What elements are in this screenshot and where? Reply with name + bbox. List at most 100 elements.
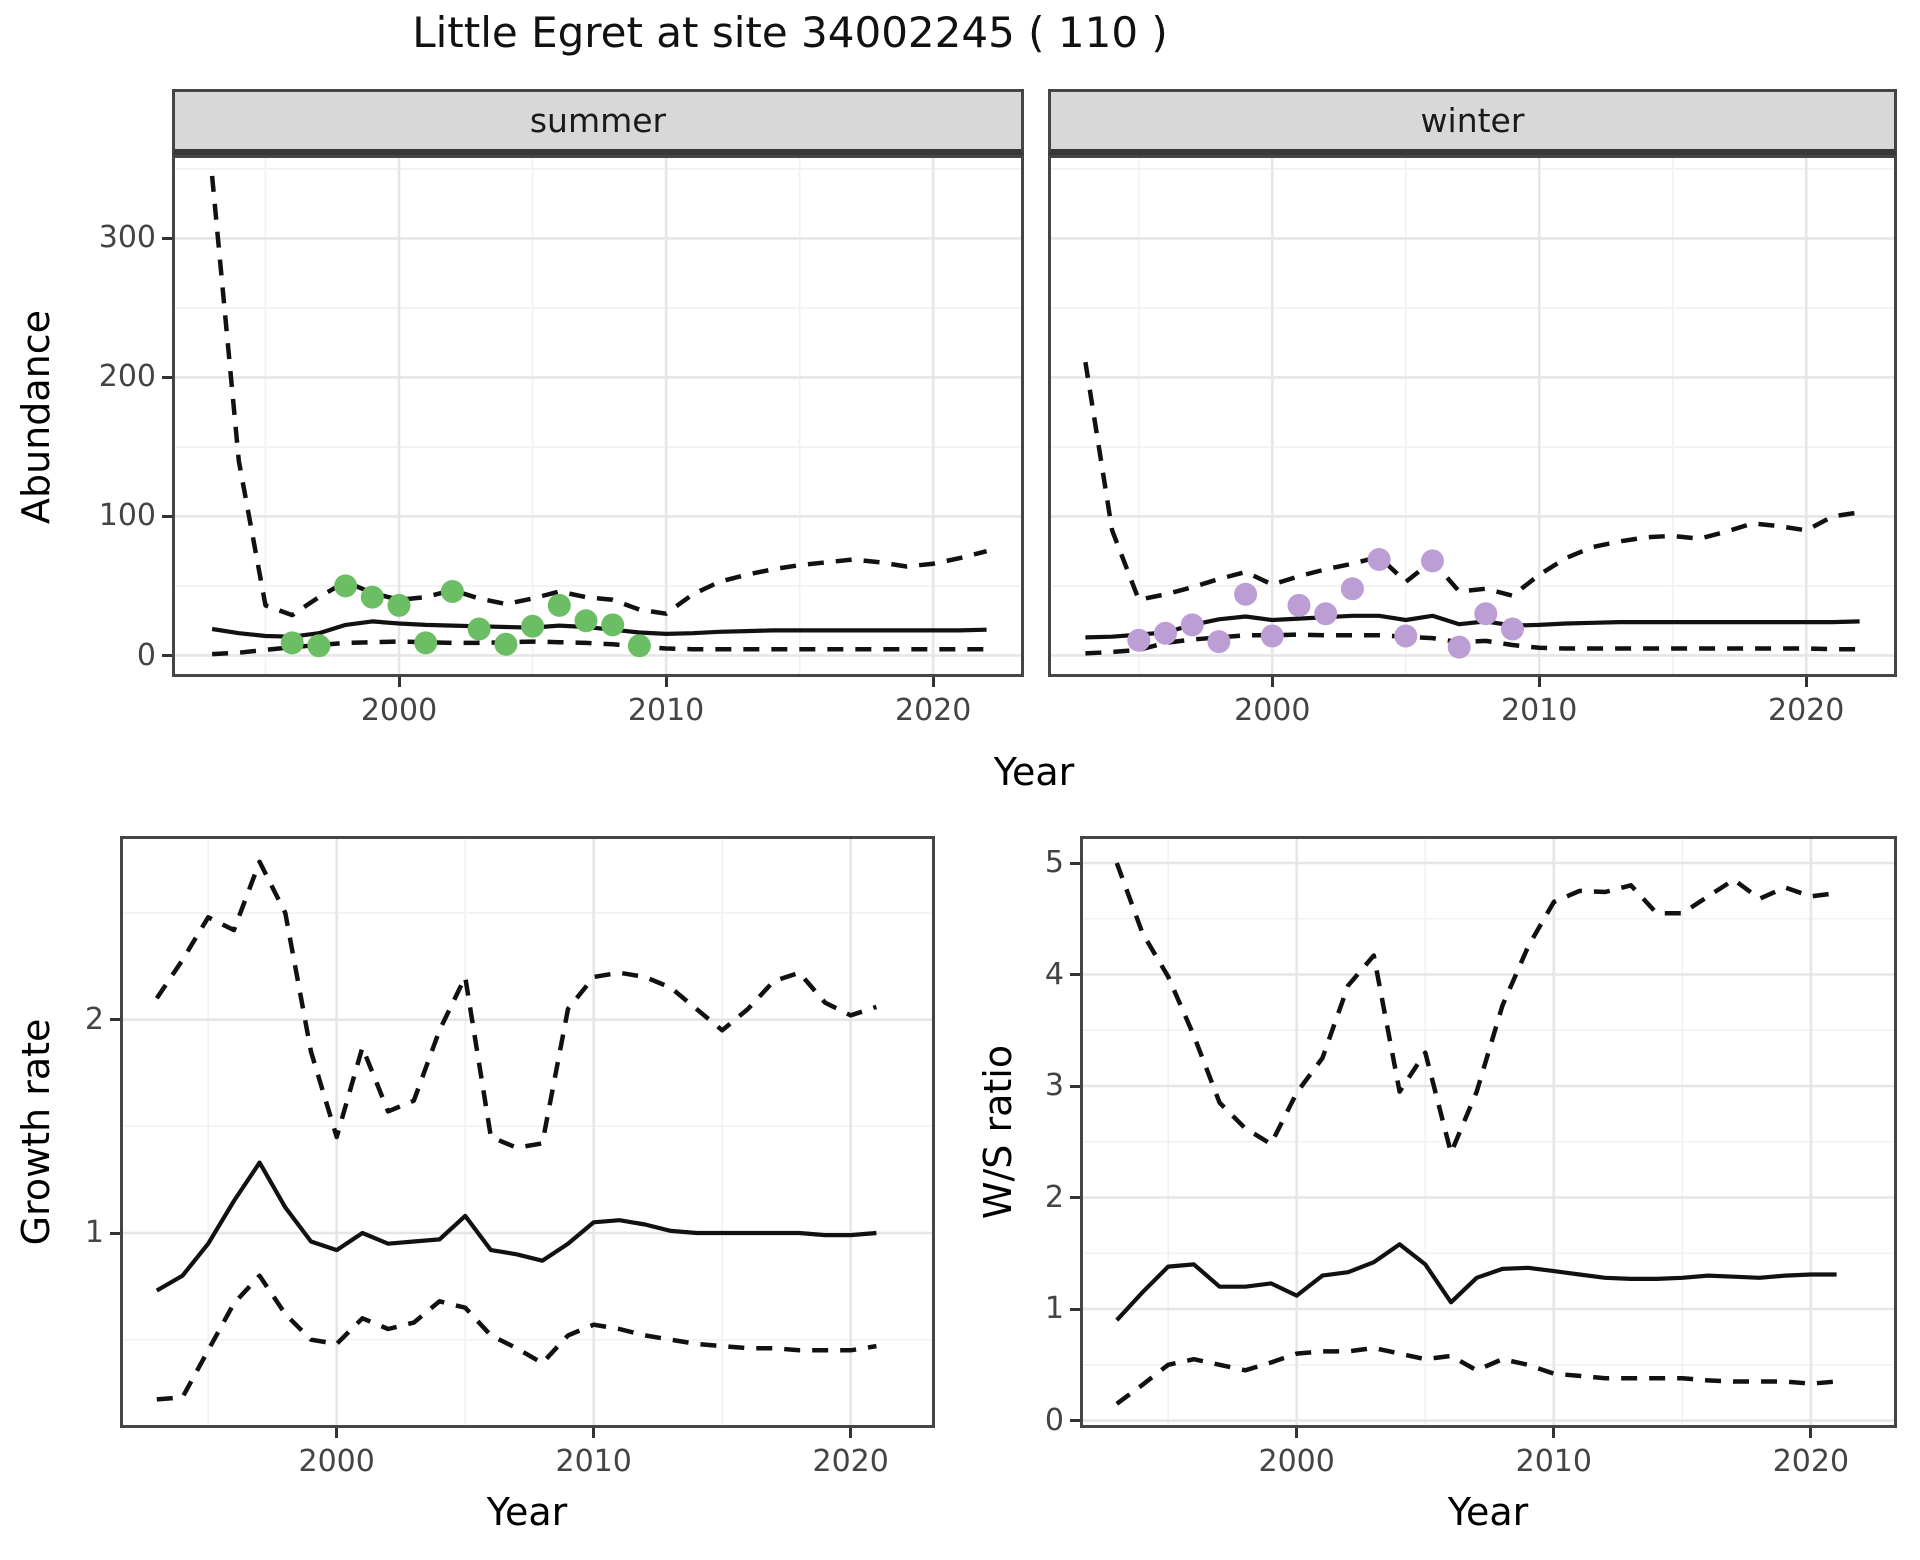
y-tick-label: 200 [98, 359, 156, 395]
panel-border [1048, 155, 1897, 677]
x-axis-title-year-bottom-right: Year [1447, 1490, 1529, 1534]
panel-border [1080, 836, 1897, 1428]
observation-point [1394, 624, 1418, 648]
observation-point [1367, 548, 1391, 571]
y-tick-label: 0 [1044, 1402, 1064, 1438]
abundance_winter-median-line [1085, 613, 1860, 640]
y-tick-label: 1 [1044, 1291, 1064, 1326]
y-tick-label: 5 [1044, 845, 1064, 880]
x-tick-mark [1809, 1428, 1813, 1438]
observation-point [1287, 593, 1311, 617]
facet-strip-summer: summer [172, 89, 1024, 155]
y-tick-mark [110, 1018, 120, 1022]
y-tick-mark [162, 654, 172, 657]
x-tick-mark [1552, 1428, 1556, 1438]
x-tick-label: 2010 [555, 1444, 632, 1479]
y-tick-mark [162, 236, 172, 240]
observation-point [1314, 602, 1338, 626]
growth_rate-lower_ci-line [156, 1273, 877, 1402]
abundance_winter-lower_ci-line [1085, 632, 1860, 656]
panel-border [172, 155, 1024, 677]
x-tick-mark [931, 677, 935, 687]
y-tick-label: 2 [84, 1001, 104, 1037]
observation-point [414, 631, 438, 655]
observation-point [467, 617, 491, 641]
observation-point [1260, 624, 1284, 648]
y-tick-mark [162, 375, 172, 379]
observation-point [1501, 617, 1524, 641]
gridlines [120, 836, 935, 1428]
observation-point [334, 574, 358, 598]
observation-point [547, 593, 571, 617]
x-tick-label: 2000 [1258, 1444, 1335, 1479]
y-tick-label: 2 [1044, 1179, 1064, 1215]
abundance_summer-upper_ci-line [209, 175, 988, 618]
panel-border [120, 836, 935, 1428]
y-tick-mark [1070, 1307, 1080, 1311]
gridlines [1048, 155, 1897, 677]
abundance_summer-median-line [211, 619, 987, 639]
x-tick-mark [335, 1428, 339, 1438]
x-tick-label: 2000 [360, 693, 438, 728]
x-tick-label: 2010 [1501, 693, 1578, 728]
y-axis-title-abundance: Abundance [14, 309, 58, 525]
ws_ratio-median-line [1115, 1242, 1837, 1322]
growth_rate-upper_ci-line [154, 859, 878, 1150]
y-tick-label: 100 [98, 498, 156, 534]
y-tick-mark [1070, 1419, 1080, 1422]
x-tick-label: 2000 [1234, 693, 1311, 728]
observation-point [627, 634, 651, 658]
x-tick-label: 2010 [1515, 1444, 1592, 1479]
facet-strip-winter-label: winter [1420, 101, 1525, 140]
y-tick-mark [1070, 861, 1080, 865]
observation-point [1127, 628, 1151, 652]
observation-point [1340, 577, 1364, 601]
x-tick-label: 2020 [812, 1444, 889, 1479]
x-tick-mark [1537, 677, 1541, 687]
y-tick-label: 1 [84, 1215, 104, 1250]
abundance_winter-points [1127, 548, 1524, 659]
ws_ratio-lower_ci-line [1115, 1345, 1837, 1406]
observation-point [387, 593, 411, 617]
x-tick-label: 2010 [627, 693, 705, 728]
y-axis-title-growth-rate: Growth rate [14, 1018, 58, 1246]
x-tick-label: 2020 [1768, 693, 1845, 728]
y-tick-label: 0 [136, 637, 156, 673]
observation-point [360, 585, 384, 609]
observation-point [307, 634, 331, 658]
x-tick-mark [397, 677, 401, 687]
observation-point [1154, 621, 1177, 645]
y-tick-label: 300 [98, 220, 156, 256]
abundance_summer-lower_ci-line [211, 639, 987, 657]
observation-point [1447, 635, 1471, 659]
y-tick-mark [110, 1231, 120, 1235]
y-tick-label: 4 [1044, 956, 1064, 992]
growth_rate-median-line [155, 1160, 877, 1293]
x-tick-mark [1270, 677, 1274, 687]
y-tick-label: 3 [1044, 1068, 1064, 1103]
x-tick-label: 2020 [1772, 1444, 1850, 1479]
y-tick-mark [1070, 973, 1080, 976]
x-tick-label: 2000 [298, 1444, 375, 1479]
observation-point [494, 632, 518, 656]
x-tick-mark [1804, 677, 1808, 687]
observation-point [1234, 582, 1258, 606]
x-axis-title-year-top: Year [993, 750, 1075, 794]
observation-point [1421, 549, 1444, 573]
observation-point [574, 609, 598, 633]
observation-point [1180, 613, 1204, 637]
observation-point [280, 631, 304, 655]
y-tick-mark [1070, 1084, 1080, 1088]
x-tick-mark [664, 677, 668, 687]
observation-point [1207, 630, 1231, 654]
x-tick-label: 2020 [895, 693, 972, 728]
ws-ratio-panel [1080, 836, 1897, 1428]
x-tick-mark [1295, 1428, 1299, 1438]
observation-point [521, 614, 545, 638]
facet-strip-winter: winter [1048, 89, 1897, 155]
abundance_summer-points [280, 574, 651, 658]
abundance-summer-panel [172, 155, 1024, 677]
abundance-winter-panel [1048, 155, 1897, 677]
observation-point [601, 613, 625, 637]
y-tick-mark [1070, 1196, 1080, 1199]
